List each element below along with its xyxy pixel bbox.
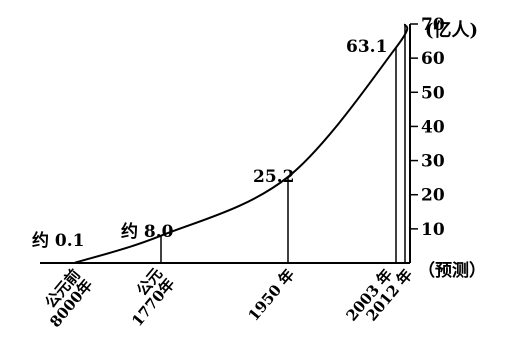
y-tick-label: 70 (421, 15, 445, 35)
data-label: 约 8.0 (121, 221, 174, 242)
y-tick-label: 60 (421, 49, 445, 69)
population-curve (74, 23, 409, 264)
data-label: 63.1 (346, 37, 387, 57)
y-tick-label: 40 (421, 117, 445, 137)
data-label: 25.2 (253, 167, 294, 187)
y-axis-ticks: 10 20 30 40 50 60 70 (410, 15, 445, 240)
drop-lines (160, 24, 406, 263)
point-labels: 约 0.1 约 8.0 25.2 63.1 (32, 37, 387, 251)
y-tick-label: 20 (421, 186, 445, 206)
y-tick-label: 10 (421, 220, 445, 240)
y-tick-label: 30 (421, 152, 445, 172)
y-tick-label: 50 (421, 83, 445, 103)
data-label: 约 0.1 (32, 230, 85, 251)
x-tick-label: 1950 年 (244, 266, 298, 325)
forecast-note: （预测） (418, 260, 486, 281)
y-unit-label: (亿人) (425, 19, 478, 41)
svg-text:1950 年: 1950 年 (244, 266, 298, 325)
